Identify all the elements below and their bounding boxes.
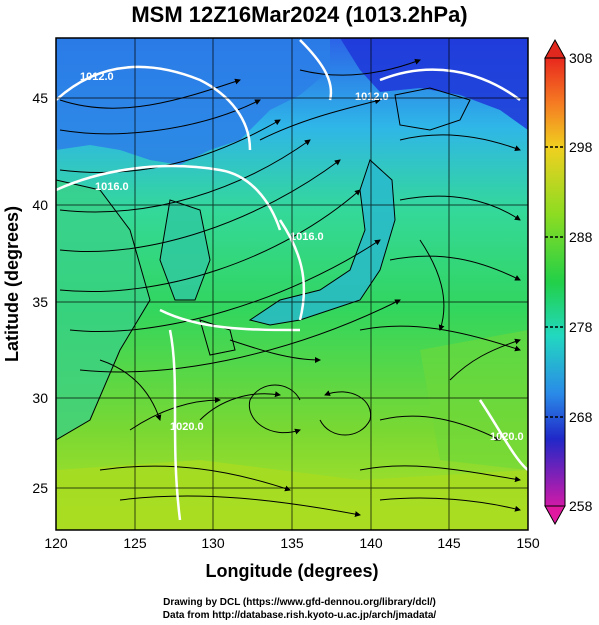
contour-label: 1020.0 xyxy=(490,431,524,443)
colorbar-top-triangle xyxy=(544,38,566,59)
colorbar-tick-label: 268 xyxy=(569,409,593,425)
y-tick-label: 35 xyxy=(32,294,48,310)
x-axis-title: Longitude (degrees) xyxy=(205,561,378,581)
contour-label: 1016.0 xyxy=(290,231,324,243)
contour-label: 1016.0 xyxy=(95,181,129,193)
credits: Drawing by DCL (https://www.gfd-dennou.o… xyxy=(0,596,599,622)
x-tick-label: 135 xyxy=(280,535,304,551)
x-tick-label: 140 xyxy=(359,535,383,551)
plot-frame xyxy=(55,37,529,531)
graticule xyxy=(56,38,528,530)
isobar-contour-labels: 1012.0 1016.0 1016.0 1020.0 1020.0 1012.… xyxy=(80,71,524,443)
colorbar-bar xyxy=(544,57,566,507)
contour-label: 1020.0 xyxy=(170,421,204,433)
hokkaido-cold-region xyxy=(340,38,528,130)
x-tick-label: 120 xyxy=(44,535,68,551)
x-axis: 120 125 130 135 140 145 150 Longitude (d… xyxy=(44,535,540,581)
y-axis: 25 30 35 40 45 Latitude (degrees) xyxy=(2,90,48,496)
coastlines xyxy=(56,87,471,441)
isobar-contours xyxy=(56,39,528,521)
china-coast-region xyxy=(56,180,150,440)
y-tick-label: 45 xyxy=(32,90,48,106)
contour-label: 1012.0 xyxy=(80,71,114,83)
colorbar-tick-label: 298 xyxy=(569,139,593,155)
y-tick-label: 25 xyxy=(32,480,48,496)
honshu-region xyxy=(250,160,395,325)
korea-region xyxy=(160,200,210,300)
colorbar-tick-label: 258 xyxy=(569,498,593,514)
wind-streamlines xyxy=(59,58,521,518)
x-tick-label: 125 xyxy=(123,535,147,551)
credits-line-data: Data from http://database.rish.kyoto-u.a… xyxy=(162,610,437,621)
y-axis-title: Latitude (degrees) xyxy=(2,206,22,362)
colorbar-bottom-triangle xyxy=(544,505,566,526)
colorbar-tick-label: 278 xyxy=(569,319,593,335)
x-tick-label: 130 xyxy=(201,535,225,551)
credits-line-drawing: Drawing by DCL (https://www.gfd-dennou.o… xyxy=(163,597,436,608)
y-tick-label: 40 xyxy=(32,197,48,213)
y-tick-label: 30 xyxy=(32,390,48,406)
colorbar: 308 298 288 278 268 258 xyxy=(544,38,593,526)
contour-label: 1012.0 xyxy=(355,91,389,103)
x-tick-label: 145 xyxy=(437,535,461,551)
colorbar-tick-label: 308 xyxy=(569,50,593,66)
x-tick-label: 150 xyxy=(516,535,540,551)
colorbar-tick-label: 288 xyxy=(569,229,593,245)
map-title: MSM 12Z16Mar2024 (1013.2hPa) xyxy=(131,2,468,27)
